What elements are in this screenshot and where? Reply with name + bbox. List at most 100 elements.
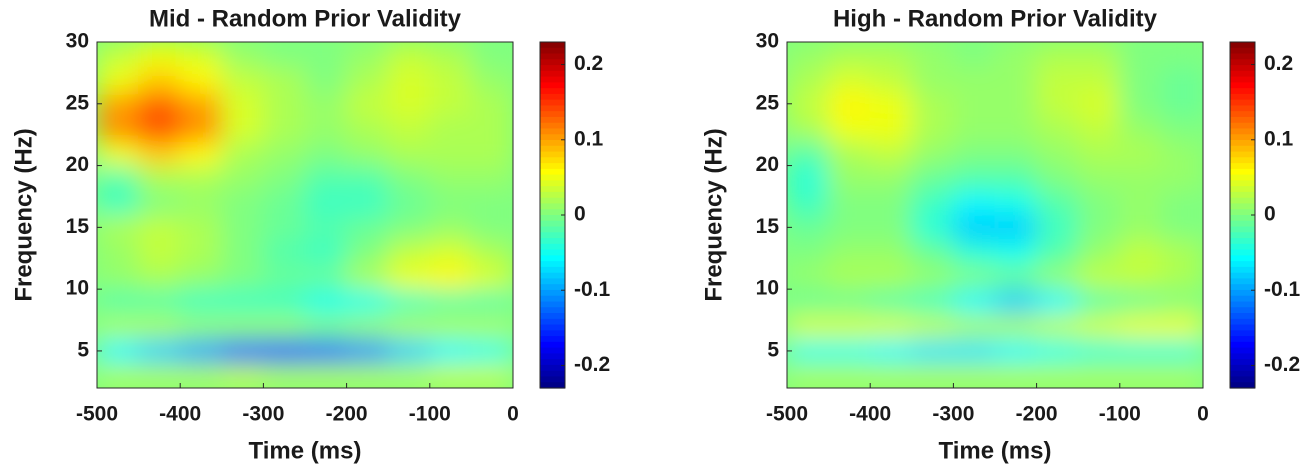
colorbar-step — [1230, 145, 1255, 153]
colorbar-step — [540, 341, 565, 349]
heatmap-cell — [1036, 214, 1079, 241]
heatmap-cell — [828, 115, 871, 142]
heatmap-cell — [179, 42, 223, 68]
heatmap-cell — [470, 263, 513, 290]
heatmap-cell — [1077, 189, 1121, 216]
heatmap-cell — [828, 189, 871, 216]
heatmap-cell — [346, 362, 389, 388]
colorbar-step — [540, 122, 565, 130]
heatmap-cell — [221, 288, 264, 315]
heatmap-cell — [304, 115, 348, 142]
heatmap-cell — [429, 165, 472, 191]
colorbar-tick-label: 0.2 — [1264, 52, 1293, 75]
x-axis-label: Time (ms) — [249, 437, 362, 464]
heatmap-cell — [952, 189, 996, 216]
heatmap-cell — [221, 115, 264, 142]
heatmap-cell — [1119, 90, 1162, 117]
heatmap-cell — [994, 140, 1038, 167]
colorbar-step — [1230, 116, 1255, 124]
colorbar-step — [1230, 191, 1255, 199]
heatmap-cell — [304, 140, 348, 167]
heatmap-cell — [304, 66, 348, 92]
heatmap-cell — [387, 140, 431, 167]
heatmap-cell — [828, 42, 871, 68]
colorbar-step — [1230, 370, 1255, 378]
heatmap-cell — [470, 115, 513, 142]
colorbar-step — [1230, 105, 1255, 112]
colorbar-step — [1230, 209, 1255, 216]
heatmap-cell — [911, 263, 954, 290]
heatmap-cell — [179, 338, 223, 364]
colorbar-step — [1230, 122, 1255, 130]
colorbar-tick-label: 0 — [1264, 203, 1276, 226]
heatmap-cell — [97, 42, 140, 68]
heatmap-cell — [262, 66, 306, 92]
heatmap-cell — [911, 165, 954, 191]
heatmap-cell — [387, 42, 431, 68]
y-tick-label: 30 — [66, 30, 89, 53]
x-tick-label: -100 — [409, 403, 451, 426]
heatmap-cell — [262, 214, 306, 241]
x-tick-label: -200 — [1016, 403, 1058, 426]
colorbar-step — [540, 116, 565, 124]
heatmap-cell — [138, 239, 181, 265]
colorbar-step — [540, 347, 565, 354]
heatmap-cell — [787, 90, 830, 117]
heatmap-cell — [1036, 90, 1079, 117]
heatmap-cell — [1036, 239, 1079, 265]
y-axis-label: Frequency (Hz) — [700, 128, 727, 301]
heatmap-cell — [952, 214, 996, 241]
heatmap-cell — [304, 313, 348, 340]
heatmap-cell — [221, 90, 264, 117]
heatmap-cell — [97, 313, 140, 340]
heatmap-cell — [221, 66, 264, 92]
heatmap-cell — [262, 189, 306, 216]
colorbar-step — [1230, 174, 1255, 181]
y-tick-label: 20 — [756, 153, 779, 176]
colorbar-step — [1230, 336, 1255, 343]
colorbar-step — [1230, 376, 1255, 383]
heatmap-cell — [911, 362, 954, 388]
heatmap-cell — [138, 140, 181, 167]
heatmap-cell — [1160, 239, 1203, 265]
colorbar-step — [1230, 359, 1255, 366]
y-tick-label: 30 — [756, 30, 779, 53]
colorbar-step — [1230, 42, 1255, 49]
colorbar-step — [540, 134, 565, 141]
y-tick-label: 25 — [756, 91, 780, 114]
heatmap-cell — [304, 214, 348, 241]
heatmap-cell — [387, 165, 431, 191]
heatmap-cell — [262, 115, 306, 142]
heatmap-cell — [911, 140, 954, 167]
heatmap-cell — [828, 313, 871, 340]
heatmap-cell — [179, 362, 223, 388]
y-axis-label: Frequency (Hz) — [10, 128, 37, 301]
heatmap-cell — [787, 66, 830, 92]
heatmap-cells — [97, 42, 513, 388]
heatmap-cell — [952, 362, 996, 388]
heatmap-cell — [262, 313, 306, 340]
colorbar-step — [540, 191, 565, 199]
colorbar-step — [1230, 157, 1255, 164]
colorbar-step — [540, 82, 565, 89]
heatmap-cell — [429, 239, 472, 265]
heatmap-cell — [828, 263, 871, 290]
colorbar-step — [540, 261, 565, 268]
colorbar-step — [540, 249, 565, 256]
heatmap-cell — [869, 338, 913, 364]
colorbar-step — [540, 272, 565, 280]
heatmap-cell — [994, 338, 1038, 364]
colorbar-step — [540, 215, 565, 222]
heatmap-cell — [911, 288, 954, 315]
heatmap-cell — [1036, 313, 1079, 340]
colorbar-step — [540, 353, 565, 360]
heatmap-cell — [97, 338, 140, 364]
heatmap-cell — [828, 239, 871, 265]
colorbar-step — [1230, 151, 1255, 158]
x-axis-label: Time (ms) — [939, 437, 1052, 464]
colorbar-step — [540, 65, 565, 72]
heatmap-cell — [869, 42, 913, 68]
heatmap-cell — [911, 239, 954, 265]
heatmap-cell — [911, 115, 954, 142]
heatmap-cell — [787, 313, 830, 340]
